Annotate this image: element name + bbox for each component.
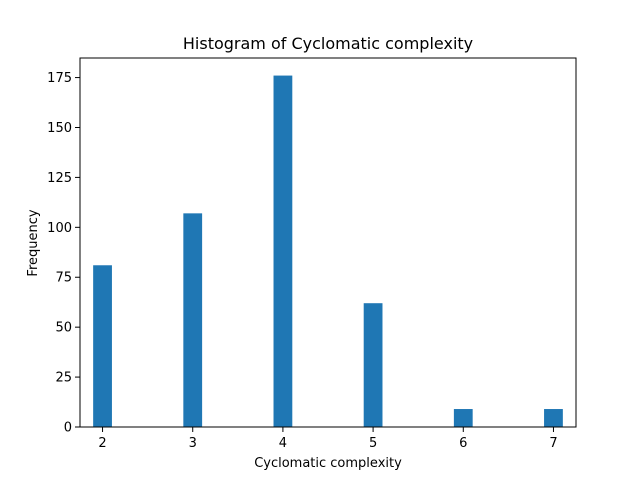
- histogram-bar-6: [453, 409, 473, 427]
- histogram-bar-7: [544, 409, 563, 427]
- y-tick-label: 50: [55, 321, 72, 336]
- x-tick-label: 4: [279, 436, 287, 451]
- x-axis-label: Cyclomatic complexity: [254, 456, 402, 471]
- x-tick-label: 7: [549, 436, 557, 451]
- y-axis: 0 25 50 75 100 125 150 175: [47, 71, 80, 436]
- y-tick-label: 175: [47, 71, 72, 86]
- histogram-bar-5: [363, 303, 383, 427]
- y-tick-label: 75: [55, 271, 72, 286]
- y-tick-label: 100: [47, 221, 72, 236]
- y-tick-label: 125: [47, 171, 72, 186]
- x-axis: 2 3 4 5 6 7: [98, 427, 558, 451]
- y-tick-label: 0: [64, 421, 72, 436]
- bars-group: [93, 75, 563, 428]
- chart-title: Histogram of Cyclomatic complexity: [183, 34, 473, 53]
- histogram-bar-2: [93, 265, 112, 427]
- x-tick-label: 3: [189, 436, 197, 451]
- y-tick-label: 25: [55, 371, 72, 386]
- histogram-bar-4: [273, 75, 293, 428]
- x-tick-label: 5: [369, 436, 377, 451]
- histogram-bar-3: [183, 213, 203, 427]
- x-tick-label: 6: [459, 436, 467, 451]
- x-tick-label: 2: [98, 436, 106, 451]
- y-axis-label: Frequency: [26, 209, 41, 276]
- plot-frame: [79, 57, 577, 428]
- y-tick-label: 150: [47, 121, 72, 136]
